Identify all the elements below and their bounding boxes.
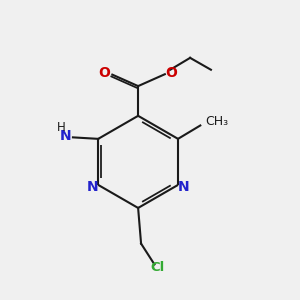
Text: N: N (178, 180, 189, 194)
Text: O: O (98, 66, 110, 80)
Text: CH₃: CH₃ (205, 115, 228, 128)
Text: H: H (57, 121, 65, 134)
Text: N: N (87, 180, 99, 194)
Text: N: N (60, 129, 71, 143)
Text: Cl: Cl (150, 261, 165, 274)
Text: O: O (166, 66, 177, 80)
